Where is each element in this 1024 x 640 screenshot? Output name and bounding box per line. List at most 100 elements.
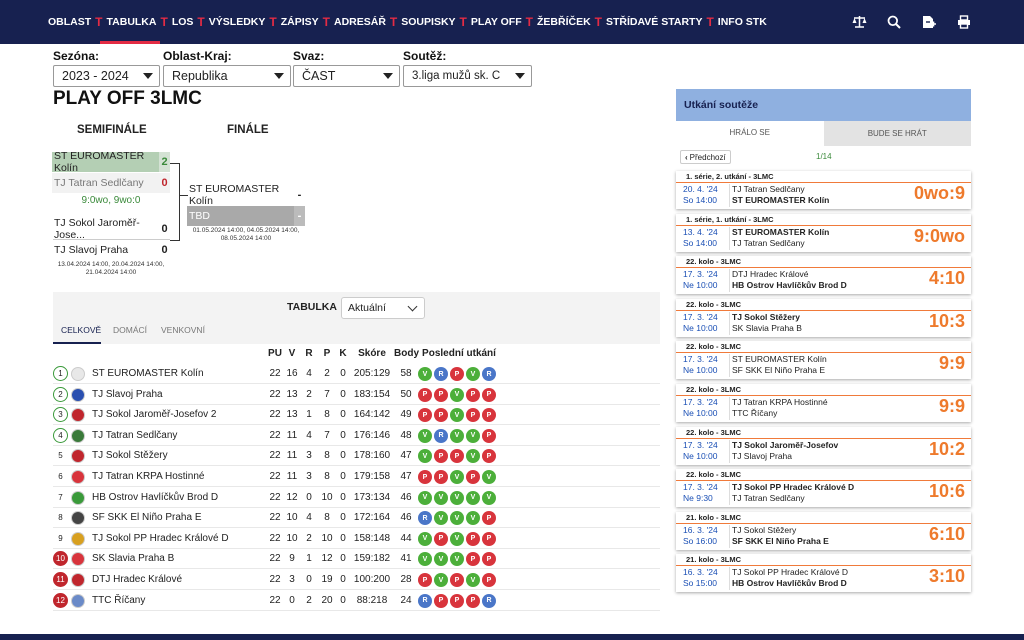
form-badge[interactable]: P [434, 387, 448, 402]
nav-item[interactable]: T PLAY OFF [456, 0, 522, 44]
form-badge[interactable]: P [466, 552, 480, 567]
form-badge[interactable]: V [450, 428, 464, 443]
form-badge[interactable]: P [450, 573, 464, 587]
team-name[interactable]: SK Slavia Praha B [92, 553, 175, 565]
form-badge[interactable]: P [466, 531, 480, 546]
match-card[interactable]: 22. kolo - 3LMC 17. 3. '24 Ne 9:30 TJ Sokol… [676, 469, 971, 508]
print-icon[interactable] [956, 14, 972, 30]
table-row[interactable]: 12 TTC Říčany 22 0 2 20 0 88:218 24 R P P P R [53, 591, 660, 611]
nav-item[interactable]: T VÝSLEDKY [193, 0, 265, 44]
bracket-team[interactable]: TJ Slavoj Praha [54, 244, 129, 256]
union-select[interactable]: ČAST [293, 65, 400, 87]
form-badge[interactable]: V [450, 408, 464, 423]
form-badge[interactable]: P [434, 449, 448, 464]
match-card[interactable]: 22. kolo - 3LMC 17. 3. '24 Ne 10:00 DTJ Hra… [676, 256, 971, 295]
nav-item[interactable]: T INFO STK [702, 0, 766, 44]
form-badge[interactable]: V [434, 511, 448, 526]
nav-item[interactable]: T SOUPISKY [386, 0, 456, 44]
tab-upcoming[interactable]: BUDE SE HRÁT [823, 121, 971, 146]
team-name[interactable]: SF SKK El Niño Praha E [92, 512, 202, 524]
match-card[interactable]: 1. série, 2. utkání - 3LMC 20. 4. '24 So 1… [676, 171, 971, 209]
table-row[interactable]: 5 TJ Sokol Stěžery 22 11 3 8 0 178:160 47 V P P V P [53, 446, 660, 467]
form-badge[interactable]: P [450, 367, 464, 381]
bracket-team[interactable]: TBD [187, 206, 294, 226]
form-badge[interactable]: P [434, 408, 448, 423]
team-name[interactable]: DTJ Hradec Králové [92, 574, 183, 585]
form-badge[interactable]: R [482, 367, 496, 381]
form-badge[interactable]: P [466, 387, 480, 402]
form-badge[interactable]: V [466, 573, 480, 587]
match-card[interactable]: 22. kolo - 3LMC 17. 3. '24 Ne 10:00 TJ Soko… [676, 298, 971, 337]
tab-played[interactable]: HRÁLO SE [676, 121, 824, 146]
tab-home[interactable]: DOMÁCÍ [113, 325, 147, 335]
season-select[interactable]: 2023 - 2024 [53, 65, 160, 87]
form-badge[interactable]: P [482, 387, 496, 402]
form-badge[interactable]: V [450, 531, 464, 546]
form-badge[interactable]: P [482, 552, 496, 567]
match-card[interactable]: 1. série, 1. utkání - 3LMC 13. 4. '24 So 1… [676, 213, 971, 252]
form-badge[interactable]: V [434, 490, 448, 505]
team-name[interactable]: TJ Tatran Sedlčany [92, 429, 178, 441]
nav-item[interactable]: T TABULKA [91, 0, 161, 44]
table-row[interactable]: 6 TJ Tatran KRPA Hostinné 22 11 3 8 0 179:158 47… [53, 467, 660, 487]
login-icon[interactable] [921, 14, 937, 30]
previous-button[interactable]: ‹ Předchozí [680, 150, 731, 164]
form-badge[interactable]: R [418, 593, 432, 608]
form-badge[interactable]: V [450, 552, 464, 567]
form-badge[interactable]: P [482, 531, 496, 546]
form-badge[interactable]: R [434, 428, 448, 443]
form-badge[interactable]: P [434, 593, 448, 608]
table-row[interactable]: 10 SK Slavia Praha B 22 9 1 12 0 159:182 41 V V V P P [53, 549, 660, 570]
region-select[interactable]: Republika [163, 65, 291, 87]
table-row[interactable]: 11 DTJ Hradec Králové 22 3 0 19 0 100:200 28 P V P V… [53, 570, 660, 590]
team-name[interactable]: HB Ostrov Havlíčkův Brod D [92, 491, 219, 503]
tab-overall[interactable]: CELKOVĚ [53, 325, 101, 344]
form-badge[interactable]: P [450, 593, 464, 608]
team-name[interactable]: TJ Sokol Jaroměř-Josefov 2 [92, 409, 217, 421]
form-badge[interactable]: V [466, 367, 480, 381]
form-badge[interactable]: P [418, 573, 432, 587]
form-badge[interactable]: V [418, 367, 432, 381]
table-row[interactable]: 3 TJ Sokol Jaroměř-Josefov 2 22 13 1 8 0 164:14… [53, 405, 660, 426]
form-badge[interactable]: P [482, 449, 496, 464]
form-badge[interactable]: P [466, 470, 480, 484]
form-badge[interactable]: R [418, 511, 432, 526]
table-view-select[interactable]: Aktuální [341, 297, 425, 319]
form-badge[interactable]: V [434, 573, 448, 587]
form-badge[interactable]: V [450, 490, 464, 505]
table-row[interactable]: 7 HB Ostrov Havlíčkův Brod D 22 12 0 10 0 173:1… [53, 488, 660, 508]
nav-item[interactable]: OBLAST [48, 0, 91, 44]
team-name[interactable]: TJ Tatran KRPA Hostinné [92, 471, 205, 482]
form-badge[interactable]: P [482, 511, 496, 526]
bracket-team[interactable]: ST EUROMASTER Kolín [189, 183, 280, 207]
match-card[interactable]: 21. kolo - 3LMC 16. 3. '24 So 15:00 TJ Soko… [676, 554, 971, 593]
team-name[interactable]: TJ Sokol PP Hradec Králové D [92, 532, 229, 544]
form-badge[interactable]: V [418, 428, 432, 443]
nav-item[interactable]: T STŘÍDAVÉ STARTY [591, 0, 703, 44]
form-badge[interactable]: P [450, 449, 464, 464]
nav-item[interactable]: T LOS [156, 0, 193, 44]
nav-item[interactable]: T ZÁPISY [265, 0, 318, 44]
nav-item[interactable]: T ADRESÁŘ [319, 0, 386, 44]
competition-select[interactable]: 3.liga mužů sk. C [403, 65, 532, 87]
form-badge[interactable]: V [434, 552, 448, 567]
table-row[interactable]: 1 ST EUROMASTER Kolín 22 16 4 2 0 205:129 58 V R P V… [53, 364, 660, 384]
form-badge[interactable]: V [466, 428, 480, 443]
form-badge[interactable]: R [434, 367, 448, 381]
bracket-team[interactable]: TJ Sokol Jaroměř-Jose... [54, 217, 140, 241]
form-badge[interactable]: P [482, 428, 496, 443]
form-badge[interactable]: P [466, 593, 480, 608]
form-badge[interactable]: V [450, 470, 464, 484]
form-badge[interactable]: P [482, 408, 496, 423]
search-icon[interactable] [886, 14, 902, 30]
bracket-team[interactable]: TJ Tatran Sedlčany [52, 173, 159, 193]
form-badge[interactable]: P [482, 573, 496, 587]
scales-icon[interactable] [851, 14, 867, 30]
table-row[interactable]: 4 TJ Tatran Sedlčany 22 11 4 7 0 176:146 48 V R V V P [53, 426, 660, 446]
form-badge[interactable]: P [418, 470, 432, 484]
form-badge[interactable]: P [418, 408, 432, 423]
team-name[interactable]: TJ Sokol Stěžery [92, 450, 168, 462]
match-card[interactable]: 22. kolo - 3LMC 17. 3. '24 Ne 10:00 TJ Soko… [676, 426, 971, 465]
form-badge[interactable]: V [482, 470, 496, 484]
form-badge[interactable]: V [466, 511, 480, 526]
